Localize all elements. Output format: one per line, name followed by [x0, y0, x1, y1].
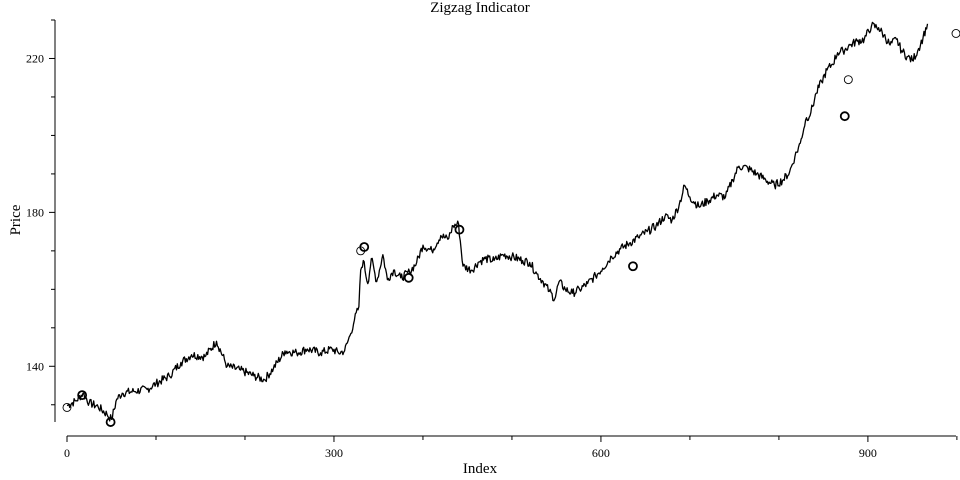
zigzag-point-bold: [359, 242, 370, 252]
y-axis-label: Price: [8, 204, 24, 236]
x-axis-label: Index: [462, 461, 498, 477]
x-tick-label: 300: [325, 446, 343, 460]
zigzag-point-bold: [77, 390, 88, 401]
y-tick-label: 180: [26, 205, 44, 219]
zigzag-point-thin: [843, 75, 853, 85]
axes: [54, 20, 956, 437]
chart-title: Zigzag Indicator: [430, 0, 530, 16]
zigzag-point-thin: [951, 29, 960, 38]
price-line: [66, 21, 929, 422]
x-tick-label: 600: [592, 446, 610, 460]
markers: [62, 29, 960, 427]
y-tick-label: 220: [26, 51, 44, 65]
zigzag-point-bold: [839, 111, 850, 122]
x-tick-label: 900: [859, 446, 877, 460]
zigzag-point-bold: [105, 417, 116, 427]
zigzag-point-bold: [403, 272, 414, 283]
ticks: 0 300 600 900 140 180 220: [26, 19, 958, 460]
x-tick-label: 0: [64, 446, 70, 460]
series: [66, 21, 929, 422]
zigzag-point-thin: [62, 403, 72, 412]
zigzag-point-bold: [628, 261, 638, 272]
zigzag-point-bold: [454, 224, 465, 235]
y-tick-label: 140: [26, 359, 44, 373]
